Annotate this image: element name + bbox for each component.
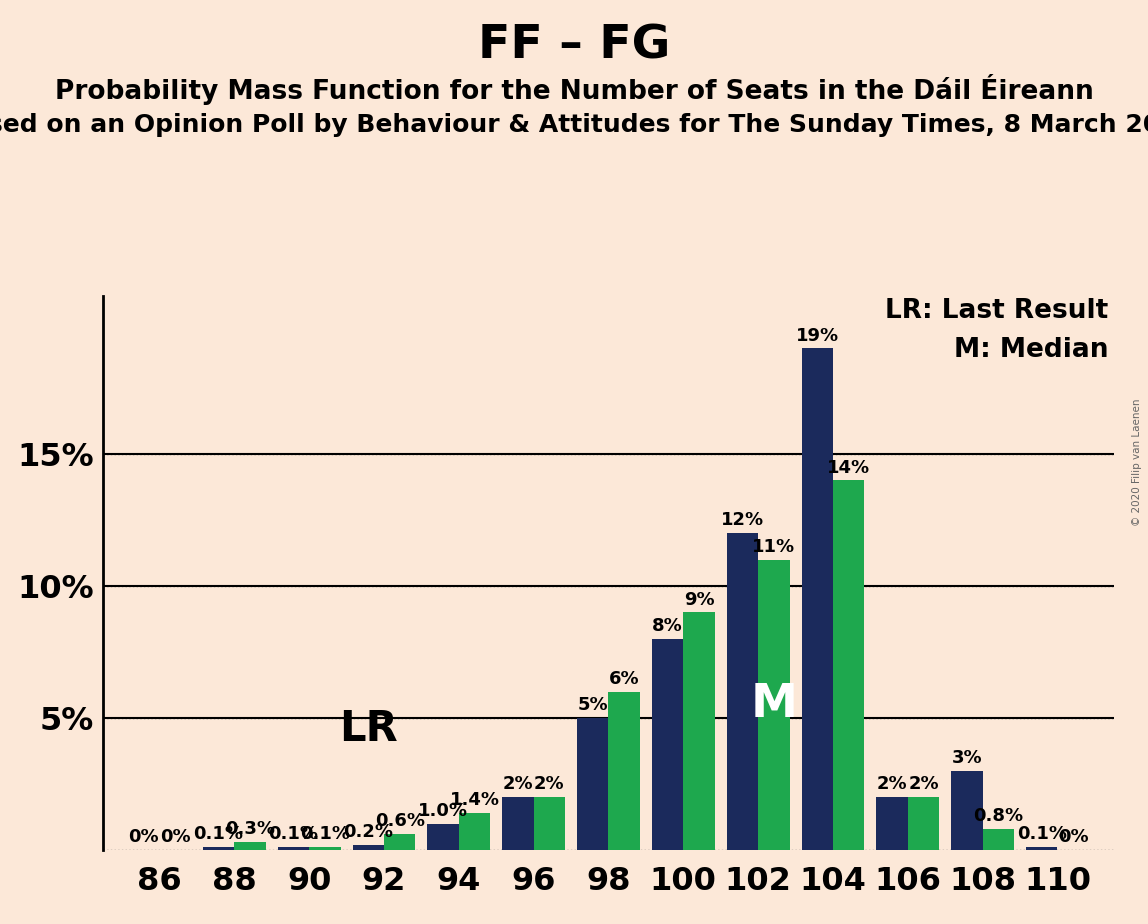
Text: 0.1%: 0.1% (300, 825, 350, 844)
Bar (534, 797, 565, 850)
Text: 0.6%: 0.6% (374, 812, 425, 831)
Text: 1.0%: 1.0% (418, 802, 468, 820)
Text: 14%: 14% (827, 458, 870, 477)
Text: 2%: 2% (908, 775, 939, 794)
Text: LR: LR (339, 708, 397, 749)
Text: 2%: 2% (503, 775, 533, 794)
Bar (1026, 847, 1057, 850)
Bar (983, 829, 1014, 850)
Text: LR: Last Result: LR: Last Result (885, 298, 1109, 324)
Text: 6%: 6% (608, 670, 639, 687)
Bar (908, 797, 939, 850)
Text: 0%: 0% (160, 828, 191, 846)
Text: 2%: 2% (877, 775, 907, 794)
Bar (278, 847, 309, 850)
Bar (352, 845, 383, 850)
Text: 0%: 0% (1057, 828, 1088, 846)
Text: M: M (751, 683, 798, 727)
Text: 0.1%: 0.1% (269, 825, 318, 844)
Bar (652, 638, 683, 850)
Bar (801, 348, 833, 850)
Text: 0.1%: 0.1% (194, 825, 243, 844)
Text: 0.3%: 0.3% (225, 821, 276, 838)
Text: M: Median: M: Median (954, 337, 1109, 363)
Text: FF – FG: FF – FG (478, 23, 670, 68)
Bar (502, 797, 534, 850)
Bar (383, 834, 416, 850)
Bar (234, 842, 265, 850)
Text: 2%: 2% (534, 775, 565, 794)
Bar (577, 718, 608, 850)
Text: 0.8%: 0.8% (974, 807, 1023, 825)
Bar (608, 692, 639, 850)
Text: 0.2%: 0.2% (343, 823, 394, 841)
Bar (427, 823, 459, 850)
Text: Based on an Opinion Poll by Behaviour & Attitudes for The Sunday Times, 8 March : Based on an Opinion Poll by Behaviour & … (0, 113, 1148, 137)
Bar (203, 847, 234, 850)
Text: 3%: 3% (952, 749, 983, 767)
Text: 12%: 12% (721, 511, 763, 529)
Text: 1.4%: 1.4% (450, 791, 499, 809)
Text: © 2020 Filip van Laenen: © 2020 Filip van Laenen (1132, 398, 1142, 526)
Bar (952, 771, 983, 850)
Text: 5%: 5% (577, 696, 608, 714)
Text: 9%: 9% (684, 590, 714, 609)
Text: 8%: 8% (652, 617, 683, 635)
Bar (309, 847, 341, 850)
Text: Probability Mass Function for the Number of Seats in the Dáil Éireann: Probability Mass Function for the Number… (55, 74, 1093, 105)
Bar (758, 560, 790, 850)
Text: 0%: 0% (129, 828, 160, 846)
Bar (727, 533, 758, 850)
Bar (459, 813, 490, 850)
Bar (683, 613, 715, 850)
Bar (833, 480, 864, 850)
Bar (876, 797, 908, 850)
Text: 11%: 11% (752, 538, 796, 555)
Text: 0.1%: 0.1% (1017, 825, 1066, 844)
Text: 19%: 19% (796, 326, 839, 345)
